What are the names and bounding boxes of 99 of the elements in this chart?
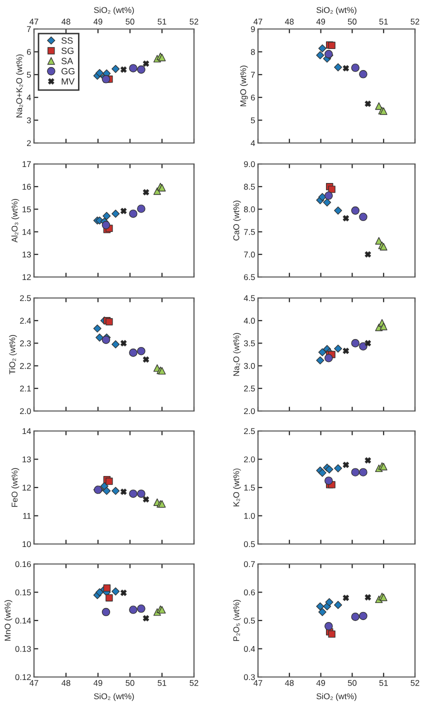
x-axis-title: SiO₂ (wt%) <box>94 693 134 701</box>
x-axis-title: SiO₂ (wt%) <box>94 6 134 15</box>
y-axis-title: MnO (wt%) <box>4 600 12 641</box>
legend-label: MV <box>62 78 75 85</box>
y-tick-label: 2.0 <box>244 408 255 414</box>
y-tick-label: 2.4 <box>20 318 31 324</box>
y-tick-label: 3.5 <box>244 340 255 346</box>
y-axis-title: Na₂O+K₂O (wt%) <box>16 54 24 118</box>
y-axis-title: TiO₂ (wt%) <box>9 335 17 374</box>
y-tick-label: 8 <box>250 49 255 55</box>
x-tick-label: 52 <box>410 680 420 686</box>
x-tick-label: 47 <box>30 680 38 686</box>
legend-label: SS <box>61 37 73 44</box>
x-tick-label: 48 <box>62 680 70 686</box>
y-tick-label: 2.0 <box>20 408 31 414</box>
x-axis-title: SiO₂ (wt%) <box>316 693 356 701</box>
y-tick-label: 2.5 <box>244 386 255 392</box>
y-tick-label: 15 <box>22 206 31 212</box>
y-tick-label: 2.3 <box>20 340 31 346</box>
y-tick-label: 16 <box>22 184 31 190</box>
x-tick-label: 50 <box>126 18 134 25</box>
x-axis-title: SiO₂ (wt%) <box>316 6 356 15</box>
x-tick-label: 48 <box>62 18 70 25</box>
x-tick-label: 49 <box>94 680 102 686</box>
x-tick-label: 48 <box>284 18 294 25</box>
y-tick-label: 17 <box>22 161 31 168</box>
y-axis-title: P₂O₅ (wt%) <box>233 600 241 641</box>
y-tick-label: 14 <box>22 428 31 434</box>
x-tick-label: 49 <box>316 680 326 686</box>
y-tick-label: 6 <box>27 49 31 55</box>
legend-label: GG <box>62 68 74 74</box>
y-tick-label: 0.6 <box>244 589 255 596</box>
legend-label: SA <box>61 58 74 64</box>
y-tick-label: 0.7 <box>244 561 255 568</box>
y-tick-label: 2.1 <box>20 386 31 392</box>
y-tick-label: 1.5 <box>244 484 255 491</box>
y-tick-label: 7 <box>251 72 255 78</box>
y-tick-label: 3 <box>26 117 31 124</box>
x-tick-label: 51 <box>379 18 388 25</box>
y-tick-label: 0.14 <box>15 618 31 624</box>
x-tick-label: 51 <box>158 680 166 686</box>
y-tick-label: 0.15 <box>15 589 31 596</box>
y-tick-label: 0.16 <box>15 561 31 568</box>
x-tick-label: 52 <box>190 18 198 25</box>
y-tick-label: 7 <box>27 26 31 32</box>
x-tick-label: 47 <box>30 18 38 24</box>
y-axis-title: Na₂O (wt%) <box>233 333 241 376</box>
y-tick-label: 4.0 <box>244 318 255 324</box>
y-tick-label: 13 <box>22 456 31 462</box>
y-tick-label: 5 <box>250 117 255 124</box>
x-tick-label: 50 <box>348 680 357 686</box>
legend-label: SG <box>61 48 74 54</box>
y-tick-label: 11 <box>23 513 31 519</box>
x-tick-label: 50 <box>126 680 134 686</box>
y-tick-label: 4 <box>250 140 255 146</box>
y-tick-label: 7.0 <box>244 252 255 258</box>
y-tick-label: 13 <box>22 252 31 258</box>
x-tick-label: 47 <box>254 680 262 686</box>
y-tick-label: 9.0 <box>244 161 255 168</box>
y-tick-label: 3.0 <box>244 363 255 369</box>
y-tick-label: 10 <box>22 541 31 548</box>
y-tick-label: 2.5 <box>20 295 31 302</box>
x-tick-label: 48 <box>284 680 294 686</box>
y-axis-title: FeO (wt%) <box>11 468 20 507</box>
y-tick-label: 2 <box>27 140 31 146</box>
y-tick-label: 0.4 <box>244 646 255 652</box>
y-tick-label: 8.5 <box>244 184 255 190</box>
x-tick-label: 51 <box>379 680 388 686</box>
y-tick-label: 14 <box>22 229 31 235</box>
y-tick-label: 0.3 <box>244 674 255 680</box>
y-tick-label: 0.13 <box>15 646 31 652</box>
x-tick-label: 49 <box>316 18 326 25</box>
x-tick-label: 50 <box>348 18 357 25</box>
x-tick-label: 52 <box>410 18 420 25</box>
y-axis-title: MgO (wt%) <box>240 66 248 106</box>
y-tick-label: 6 <box>251 94 255 100</box>
y-tick-label: 1.0 <box>244 512 255 519</box>
x-tick-label: 49 <box>94 18 102 25</box>
y-tick-label: 2.5 <box>244 428 255 434</box>
y-tick-label: 8.0 <box>244 206 255 212</box>
y-axis-title: K₂O (wt%) <box>233 468 241 506</box>
y-tick-label: 7.5 <box>244 229 255 235</box>
y-tick-label: 0.5 <box>244 541 255 548</box>
x-tick-label: 52 <box>190 680 198 686</box>
y-axis-title: Al₂O₃ (wt%) <box>11 198 20 243</box>
y-tick-label: 12 <box>22 274 31 280</box>
y-tick-label: 2.0 <box>244 456 255 462</box>
y-tick-label: 12 <box>22 484 31 491</box>
y-tick-label: 0.12 <box>15 674 31 680</box>
y-tick-label: 4 <box>26 94 31 100</box>
x-tick-label: 51 <box>158 18 166 25</box>
x-tick-label: 47 <box>254 18 262 24</box>
y-tick-label: 5 <box>26 72 31 78</box>
y-tick-label: 4.5 <box>244 295 255 302</box>
y-tick-label: 0.5 <box>244 618 255 624</box>
y-axis-title: CaO (wt%) <box>233 200 241 240</box>
y-tick-label: 6.5 <box>244 274 255 280</box>
y-tick-label: 9 <box>250 26 255 32</box>
y-tick-label: 2.2 <box>20 363 31 369</box>
